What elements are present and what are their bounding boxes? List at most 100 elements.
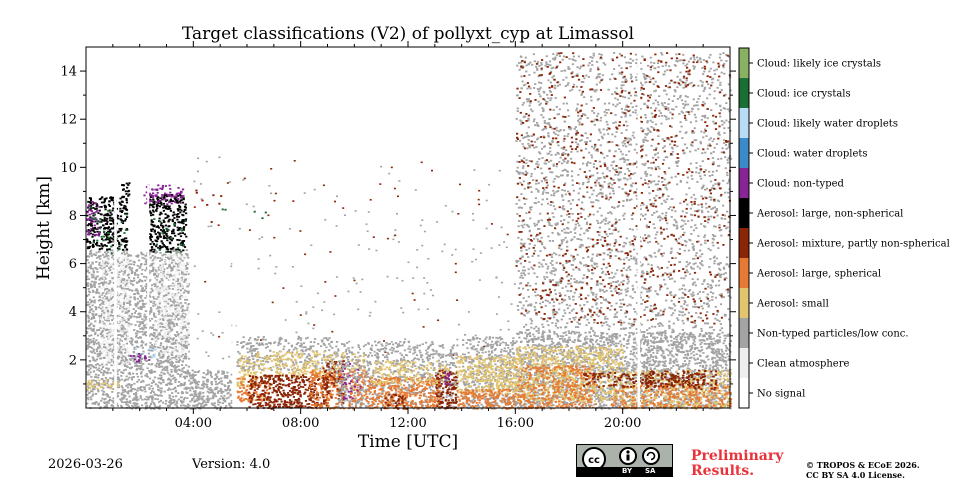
region-pixel — [148, 405, 152, 407]
region-pixel — [111, 199, 114, 202]
region-pixel — [122, 355, 125, 357]
region-pixel — [304, 349, 307, 352]
region-pixel — [118, 248, 121, 251]
region-pixel — [183, 349, 186, 352]
region-pixel — [116, 262, 119, 265]
region-pixel — [129, 401, 132, 404]
region-pixel — [109, 196, 113, 199]
region-pixel — [110, 219, 113, 222]
region-pixel — [154, 364, 157, 367]
region-pixel — [117, 321, 120, 323]
region-pixel — [185, 334, 188, 336]
region-pixel — [146, 367, 149, 370]
region-pixel — [91, 212, 94, 215]
region-pixel — [156, 327, 159, 330]
region-pixel — [147, 383, 150, 386]
region-pixel — [183, 321, 186, 323]
region-pixel — [122, 267, 125, 270]
region-pixel — [161, 254, 164, 257]
region-pixel — [157, 333, 160, 336]
region-pixel — [158, 374, 162, 377]
region-pixel — [178, 313, 181, 316]
region-pixel — [144, 260, 147, 263]
region-pixel — [105, 393, 108, 395]
region-pixel — [167, 340, 170, 343]
region-pixel — [110, 295, 113, 298]
region-pixel — [151, 349, 154, 352]
region-pixel — [158, 293, 161, 296]
region-pixel — [144, 374, 147, 377]
region-pixel — [150, 194, 153, 197]
region-pixel — [93, 233, 96, 236]
region-pixel — [140, 273, 143, 275]
region-pixel — [150, 234, 153, 237]
region-pixel — [157, 394, 160, 397]
region-pixel — [285, 358, 288, 361]
region-pixel — [89, 216, 92, 219]
region-pixel — [140, 362, 143, 364]
region-pixel — [126, 317, 129, 320]
region-pixel — [90, 276, 94, 279]
region-pixel — [149, 296, 152, 298]
region-pixel — [113, 222, 116, 225]
region-pixel — [163, 276, 166, 279]
region-pixel — [126, 400, 129, 403]
region-pixel — [191, 407, 194, 410]
region-pixel — [162, 225, 165, 228]
region-pixel — [168, 387, 171, 390]
region-pixel — [191, 398, 194, 400]
region-pixel — [157, 296, 160, 298]
region-pixel — [88, 306, 92, 308]
scatter-pixel — [366, 230, 369, 233]
region-pixel — [187, 311, 190, 314]
region-pixel — [108, 297, 111, 299]
region-pixel — [86, 214, 89, 217]
region-pixel — [134, 398, 137, 401]
region-pixel — [164, 296, 167, 298]
region-pixel — [99, 343, 102, 345]
region-pixel — [284, 353, 287, 356]
region-pixel — [210, 391, 213, 393]
region-pixel — [169, 326, 172, 329]
region-pixel — [117, 346, 120, 349]
region-pixel — [157, 257, 160, 259]
region-pixel — [121, 321, 124, 324]
region-pixel — [105, 348, 108, 351]
region-pixel — [207, 401, 210, 403]
region-pixel — [92, 284, 95, 287]
region-pixel — [95, 313, 98, 315]
region-pixel — [99, 347, 102, 350]
region-pixel — [164, 285, 167, 288]
region-pixel — [157, 204, 160, 207]
region-pixel — [109, 228, 112, 231]
region-pixel — [182, 210, 185, 213]
region-pixel — [269, 387, 272, 390]
region-pixel — [317, 362, 320, 365]
region-pixel — [164, 286, 168, 289]
region-pixel — [102, 292, 105, 294]
region-pixel — [129, 367, 132, 370]
region-pixel — [122, 251, 125, 254]
scatter-pixel — [457, 213, 460, 215]
region-pixel — [133, 393, 136, 395]
region-pixel — [107, 269, 110, 271]
region-pixel — [312, 391, 315, 394]
region-pixel — [172, 388, 175, 390]
region-pixel — [172, 317, 176, 320]
region-pixel — [163, 221, 166, 223]
region-pixel — [136, 264, 139, 267]
region-pixel — [169, 247, 172, 250]
region-pixel — [122, 189, 125, 191]
region-pixel — [297, 353, 300, 356]
region-pixel — [149, 279, 152, 281]
region-pixel — [187, 277, 190, 280]
region-pixel — [152, 268, 155, 270]
region-pixel — [144, 269, 147, 272]
region-pixel — [128, 259, 131, 262]
region-pixel — [202, 391, 205, 394]
region-pixel — [173, 401, 176, 403]
region-pixel — [153, 408, 156, 410]
region-pixel — [158, 217, 161, 220]
region-pixel — [159, 291, 162, 294]
region-pixel — [173, 315, 176, 317]
